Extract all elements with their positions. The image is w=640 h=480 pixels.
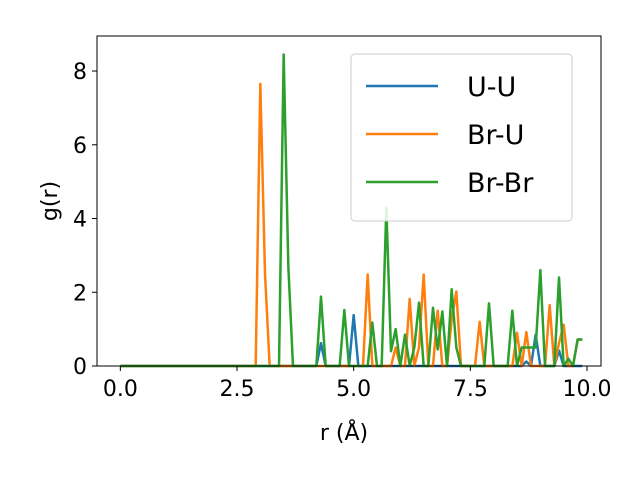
plot-frame — [96, 35, 602, 367]
x-tick-label: 7.5 — [453, 377, 488, 402]
legend-box — [350, 53, 573, 222]
x-axis-label: r (Å) — [320, 419, 368, 446]
legend-label-br-br: Br-Br — [467, 168, 534, 199]
x-tick-label: 5.0 — [336, 377, 371, 402]
y-tick-label: 6 — [73, 134, 87, 159]
y-tick-label: 0 — [73, 355, 87, 380]
x-tick-label: 10.0 — [563, 377, 612, 402]
legend: U-U Br-U Br-Br — [350, 53, 573, 222]
y-axis: 0 2 4 6 8 — [73, 60, 97, 380]
legend-label-u-u: U-U — [467, 72, 516, 103]
series-line-br-br — [120, 53, 583, 368]
legend-label-br-u: Br-U — [467, 120, 524, 151]
x-tick-label: 0.0 — [103, 377, 138, 402]
y-tick-label: 4 — [73, 208, 87, 233]
y-axis-label: g(r) — [38, 181, 63, 221]
x-axis: 0.0 2.5 5.0 7.5 10.0 — [103, 366, 612, 402]
x-tick-label: 2.5 — [220, 377, 255, 402]
y-tick-label: 2 — [73, 281, 87, 306]
y-tick-label: 8 — [73, 60, 87, 85]
